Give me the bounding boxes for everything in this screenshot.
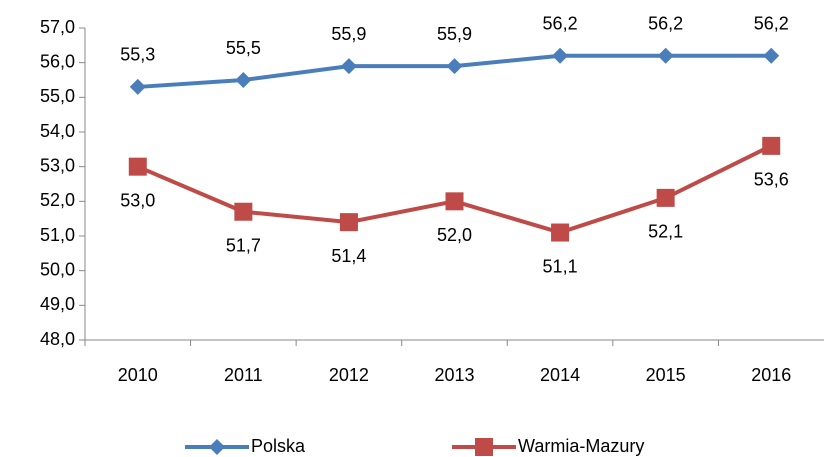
data-point: [129, 78, 146, 95]
legend-marker: [475, 438, 493, 456]
data-point: [339, 213, 358, 232]
data-point: [128, 157, 147, 176]
data-label: 55,9: [331, 24, 366, 44]
data-point: [551, 223, 570, 242]
data-label: 51,7: [226, 235, 261, 255]
data-label: 56,2: [754, 13, 789, 33]
data-label: 56,2: [648, 13, 683, 33]
data-label: 51,1: [543, 256, 578, 276]
data-label: 52,1: [648, 222, 683, 242]
data-point: [445, 192, 464, 211]
x-tick-label: 2013: [434, 365, 474, 385]
legend-marker: [209, 439, 225, 455]
data-label: 53,6: [754, 170, 789, 190]
data-label: 55,3: [120, 45, 155, 65]
data-point: [552, 47, 569, 64]
y-tick-label: 48,0: [40, 329, 75, 349]
data-label: 55,5: [226, 38, 261, 58]
y-tick-label: 52,0: [40, 190, 75, 210]
x-tick-label: 2015: [646, 365, 686, 385]
y-tick-label: 54,0: [40, 121, 75, 141]
x-tick-label: 2010: [118, 365, 158, 385]
data-point: [763, 47, 780, 64]
y-tick-label: 55,0: [40, 86, 75, 106]
data-point: [657, 47, 674, 64]
data-point: [340, 58, 357, 75]
legend-label: Warmia-Mazury: [518, 436, 644, 456]
y-tick-label: 51,0: [40, 225, 75, 245]
x-tick-label: 2014: [540, 365, 580, 385]
data-label: 55,9: [437, 24, 472, 44]
y-tick-label: 56,0: [40, 51, 75, 71]
series-line: [137, 144, 773, 235]
y-tick-label: 57,0: [40, 17, 75, 37]
data-label: 51,4: [331, 246, 366, 266]
x-tick-label: 2016: [751, 365, 791, 385]
y-tick-label: 50,0: [40, 259, 75, 279]
y-tick-label: 49,0: [40, 294, 75, 314]
x-tick-label: 2011: [224, 365, 263, 385]
data-label: 56,2: [543, 13, 578, 33]
x-tick-label: 2012: [329, 365, 369, 385]
data-point: [446, 58, 463, 75]
legend-label: Polska: [251, 436, 306, 456]
data-point: [656, 188, 675, 207]
data-label: 53,0: [120, 190, 155, 210]
data-point: [235, 72, 252, 88]
data-label: 52,0: [437, 225, 472, 245]
y-tick-label: 53,0: [40, 155, 75, 175]
data-point: [234, 202, 253, 221]
data-point: [762, 136, 781, 155]
